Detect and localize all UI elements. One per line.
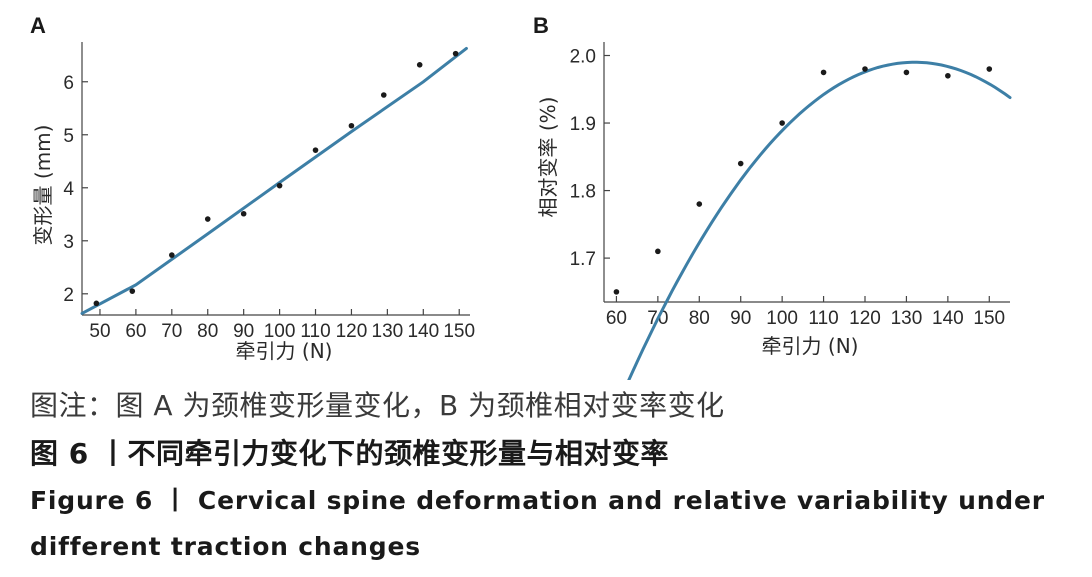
data-point <box>348 122 355 129</box>
x-tick-label: 60 <box>606 308 627 329</box>
panel-a-label: A <box>30 13 46 38</box>
x-tick-label: 90 <box>730 308 751 329</box>
panel-a-points <box>93 50 459 307</box>
x-tick-label: 110 <box>300 321 330 342</box>
y-tick-label: 2 <box>63 285 74 306</box>
data-point <box>986 66 993 72</box>
panel-b-y-axis-title: 相对变率 (%) <box>536 97 560 218</box>
data-point <box>862 66 868 72</box>
y-tick-label: 1.7 <box>570 249 596 270</box>
panel-a-x-ticks: 50 60 70 80 90 100 110 120 130 140 150 <box>89 309 475 342</box>
data-point <box>945 72 951 79</box>
x-tick-label: 140 <box>932 308 964 329</box>
x-tick-label: 100 <box>264 321 296 342</box>
x-tick-label: 110 <box>808 308 838 329</box>
data-point <box>655 248 661 255</box>
panel-b-points <box>613 66 993 295</box>
y-tick-label: 2.0 <box>570 47 596 68</box>
panel-a-x-axis-title: 牵引力 (N) <box>236 339 333 363</box>
data-point <box>696 201 703 207</box>
x-tick-label: 130 <box>372 321 404 342</box>
fit-line-path <box>627 60 1012 380</box>
figure-title-cn: 图 6 丨不同牵引力变化下的颈椎变形量与相对变率 <box>30 437 669 470</box>
panel-a-y-ticks: 2 3 4 5 6 <box>63 73 88 306</box>
panel-a-fit-line <box>80 46 468 315</box>
data-point <box>169 252 175 258</box>
y-tick-label: 1.8 <box>570 182 596 203</box>
x-tick-label: 140 <box>407 321 439 342</box>
data-point <box>779 120 785 126</box>
y-tick-label: 6 <box>63 73 74 94</box>
figure-note: 图注：图 A 为颈椎变形量变化，B 为颈椎相对变率变化 <box>30 389 725 422</box>
panel-b-y-ticks: 1.7 1.8 1.9 2.0 <box>570 47 610 270</box>
x-tick-label: 70 <box>161 321 182 342</box>
x-tick-label: 120 <box>336 321 368 342</box>
figure-title-en: Figure 6 丨 Cervical spine deformation an… <box>30 486 1045 561</box>
data-point <box>312 147 319 153</box>
data-point <box>820 69 827 76</box>
data-point <box>204 216 211 222</box>
panel-b-label: B <box>533 13 549 38</box>
data-point <box>129 288 136 294</box>
y-tick-label: 1.9 <box>570 114 596 135</box>
y-tick-label: 5 <box>63 126 74 147</box>
panel-a-axes <box>81 42 470 316</box>
x-tick-label: 80 <box>197 321 218 342</box>
x-tick-label: 90 <box>233 321 254 342</box>
x-tick-label: 150 <box>443 321 475 342</box>
fit-line-path <box>80 46 468 315</box>
data-point <box>380 92 387 98</box>
data-point <box>93 300 100 307</box>
data-point <box>416 61 423 68</box>
panel-b-fit-curve <box>627 60 1012 380</box>
y-tick-label: 4 <box>63 179 74 200</box>
panel-a-y-axis-title: 变形量 (mm) <box>31 125 55 246</box>
panel-b-axes <box>603 42 1010 303</box>
x-tick-label: 50 <box>89 321 110 342</box>
data-point <box>903 69 910 76</box>
chart-panel-b: B 60 70 80 90 100 110 120 130 140 150 1.71.81.92.… <box>533 13 1012 380</box>
x-tick-label: 130 <box>891 308 923 329</box>
x-tick-label: 100 <box>766 308 798 329</box>
y-tick-label: 3 <box>63 232 74 253</box>
data-point <box>452 50 459 57</box>
data-point <box>613 289 620 295</box>
data-point <box>240 210 247 217</box>
data-point <box>276 182 283 189</box>
data-point <box>737 160 744 167</box>
x-tick-label: 60 <box>125 321 146 342</box>
panel-b-x-axis-title: 牵引力 (N) <box>762 334 859 358</box>
chart-panel-a: A 50 60 70 80 90 100 110 120 130 140 150 2 3 4 5 6 牵引力… <box>30 13 475 363</box>
x-tick-label: 150 <box>973 308 1005 329</box>
x-tick-label: 80 <box>689 308 710 329</box>
x-tick-label: 120 <box>849 308 881 329</box>
